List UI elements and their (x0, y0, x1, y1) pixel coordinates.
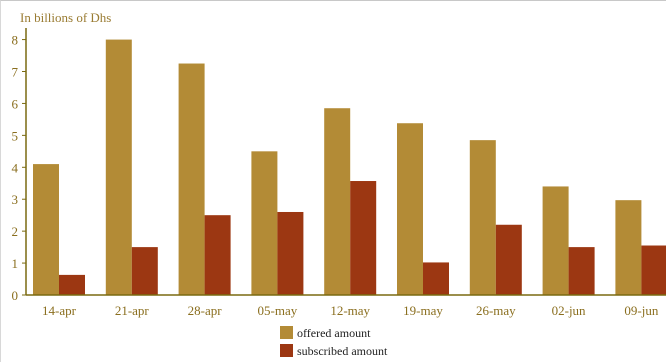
x-tick-label: 19-may (403, 303, 443, 318)
offered-bar-05-may (251, 151, 278, 295)
offered-bar-21-apr (105, 39, 132, 296)
legend: offered amount subscribed amount (280, 326, 388, 358)
offered-bar-28-apr (178, 63, 205, 296)
y-tick-label: 2 (12, 224, 19, 239)
subscribed-bar-02-jun (568, 247, 595, 295)
y-tick-label: 6 (12, 96, 19, 111)
offered-legend-swatch (280, 326, 293, 339)
y-tick-label: 3 (12, 192, 19, 207)
x-tick-label: 26-may (476, 303, 516, 318)
x-tick-label: 05-may (258, 303, 298, 318)
bars-group (33, 39, 666, 296)
y-tick-label: 0 (12, 288, 19, 303)
offered-bar-02-jun (542, 186, 569, 295)
subscribed-legend-label: subscribed amount (297, 344, 388, 358)
x-tick-label: 02-jun (552, 303, 586, 318)
offered-bar-09-jun (615, 200, 642, 295)
subscribed-bar-26-may (495, 224, 522, 295)
offered-bar-12-may (324, 108, 351, 295)
y-tick-label: 5 (12, 128, 19, 143)
offered-bar-26-may (469, 140, 496, 295)
x-tick-label: 28-apr (188, 303, 223, 318)
y-tick-label: 7 (12, 65, 19, 80)
subscribed-bar-09-jun (641, 245, 666, 295)
offered-bar-14-apr (33, 164, 59, 295)
subscribed-bar-05-may (277, 211, 304, 295)
subscribed-bar-28-apr (204, 215, 231, 295)
axes-group: 14-apr 21-apr 28-apr 05-may 12-may 19-may 26-m… (12, 28, 666, 318)
y-tick-label: 4 (12, 160, 19, 175)
unit-label: In billions of Dhs (20, 10, 111, 25)
x-tick-label: 09-jun (624, 303, 658, 318)
y-tick-label: 1 (12, 256, 19, 271)
offered-bar-19-may (397, 123, 423, 295)
subscribed-bar-21-apr (131, 247, 158, 295)
x-tick-label: 14-apr (42, 303, 77, 318)
x-tick-label: 21-apr (115, 303, 150, 318)
subscribed-bar-19-may (423, 262, 449, 295)
offered-legend-label: offered amount (297, 326, 371, 340)
y-tick-label: 8 (12, 33, 19, 48)
subscribed-bar-12-may (350, 181, 377, 295)
x-tick-label: 12-may (330, 303, 370, 318)
subscribed-bar-14-apr (59, 274, 85, 295)
subscribed-legend-swatch (280, 344, 293, 357)
